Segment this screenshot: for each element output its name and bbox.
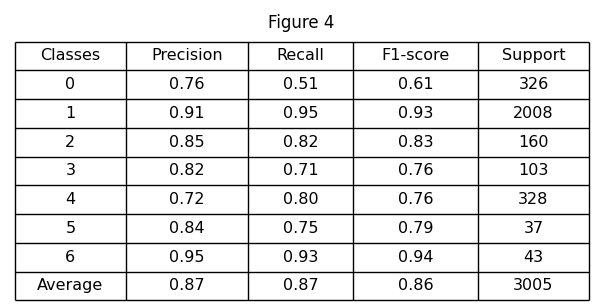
Text: 103: 103 [518,164,548,178]
Text: Average: Average [37,278,104,294]
Text: 3: 3 [66,164,75,178]
Text: 0.87: 0.87 [282,278,318,294]
Text: Recall: Recall [276,48,324,63]
Text: 0.80: 0.80 [282,192,318,207]
Text: 0.79: 0.79 [398,221,433,236]
Text: 0.95: 0.95 [283,106,318,121]
Text: 0: 0 [65,77,75,92]
Text: 0.93: 0.93 [283,250,318,265]
Text: 0.75: 0.75 [283,221,318,236]
Text: 0.76: 0.76 [398,164,433,178]
Text: 0.93: 0.93 [398,106,433,121]
Text: 0.91: 0.91 [169,106,205,121]
Text: 1: 1 [65,106,75,121]
Text: 0.83: 0.83 [398,135,433,150]
Text: 0.95: 0.95 [169,250,205,265]
Text: 0.71: 0.71 [282,164,318,178]
Text: Precision: Precision [151,48,223,63]
Text: 0.87: 0.87 [169,278,205,294]
Text: Figure 4: Figure 4 [268,14,334,32]
Text: F1-score: F1-score [381,48,450,63]
Text: 0.76: 0.76 [169,77,205,92]
Text: 326: 326 [518,77,548,92]
Text: 2: 2 [65,135,75,150]
Text: 160: 160 [518,135,549,150]
Text: 2008: 2008 [513,106,554,121]
Text: 0.82: 0.82 [282,135,318,150]
Text: 0.61: 0.61 [398,77,433,92]
Text: Classes: Classes [40,48,101,63]
Text: 37: 37 [523,221,544,236]
Text: 328: 328 [518,192,548,207]
Text: 0.82: 0.82 [169,164,205,178]
Text: 43: 43 [523,250,544,265]
Text: Support: Support [501,48,565,63]
Text: 0.85: 0.85 [169,135,205,150]
Text: 0.86: 0.86 [398,278,433,294]
Text: 0.84: 0.84 [169,221,205,236]
Text: 6: 6 [65,250,75,265]
Text: 0.94: 0.94 [398,250,433,265]
Text: 5: 5 [65,221,75,236]
Text: 3005: 3005 [514,278,554,294]
Text: 0.72: 0.72 [169,192,205,207]
Text: 0.76: 0.76 [398,192,433,207]
Text: 4: 4 [65,192,75,207]
Text: 0.51: 0.51 [282,77,318,92]
